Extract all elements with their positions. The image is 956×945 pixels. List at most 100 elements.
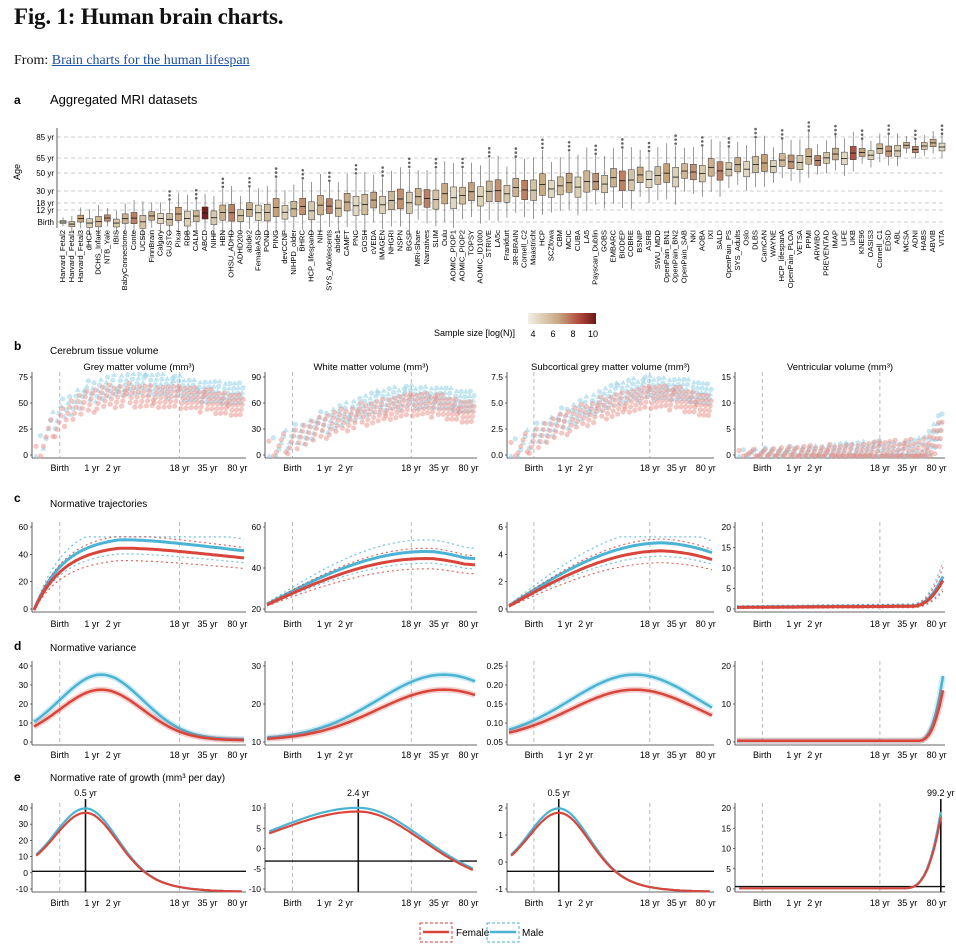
female-data-point — [630, 393, 636, 399]
female-data-point — [601, 402, 607, 408]
female-data-point — [239, 401, 245, 408]
female-data-point — [642, 404, 648, 410]
female-data-point — [684, 394, 691, 400]
female-data-point — [285, 451, 291, 457]
female-trajectory — [33, 560, 245, 611]
y-tick-label: 85 yr — [36, 133, 54, 142]
y-tick-label: 40 — [19, 549, 29, 559]
male-growth-rate — [510, 807, 710, 893]
female-data-point — [703, 402, 709, 408]
female-data-point — [809, 453, 815, 459]
dataset-label: UCSD — [138, 229, 147, 251]
male-data-point — [666, 376, 673, 382]
female-data-point — [682, 409, 688, 415]
female-data-point — [78, 411, 84, 417]
female-data-point — [886, 444, 892, 450]
y-tick-label: 1 — [498, 830, 503, 840]
x-tick-label: 80 yr — [459, 619, 479, 629]
female-data-point — [368, 400, 375, 407]
male-data-point — [642, 374, 648, 380]
male-data-point — [708, 386, 714, 392]
female-data-point — [190, 395, 196, 401]
male-data-point — [227, 380, 233, 387]
outlier-point — [461, 161, 464, 165]
male-trajectory — [508, 536, 713, 606]
outlier-point — [621, 142, 624, 145]
dataset-label: OpenPain_BN1 — [662, 230, 671, 283]
x-tick-label: 35 yr — [667, 750, 687, 760]
female-data-point — [581, 415, 587, 421]
male-data-point — [97, 376, 104, 382]
female-data-point — [935, 420, 942, 426]
x-tick-label: 18 yr — [870, 898, 890, 908]
dataset-label: MCIC — [564, 229, 573, 249]
outlier-point — [221, 181, 225, 185]
male-data-point — [368, 390, 375, 396]
female-data-point — [162, 399, 168, 405]
dataset-label: VETSA — [795, 229, 804, 255]
female-data-point — [564, 432, 570, 438]
dataset-label: SLIM — [431, 230, 440, 248]
source-link[interactable]: Brain charts for the human lifespan — [51, 53, 250, 68]
female-data-point — [794, 444, 800, 450]
dataset-label: NIHP — [209, 230, 218, 248]
dataset-label: abide2 — [244, 230, 253, 253]
female-data-point — [423, 395, 429, 402]
female-data-point — [232, 392, 238, 398]
female-data-point — [319, 427, 325, 434]
x-tick-label: 1 yr — [786, 619, 801, 629]
female-data-point — [676, 389, 682, 395]
female-data-point — [133, 399, 139, 405]
male-data-point — [129, 376, 136, 382]
female-data-point — [694, 402, 700, 408]
outlier-point — [727, 141, 731, 144]
subplot-e-1: Birth 1 yr 2 yr 18 yr 35 yr 80 yr -10 0 10 20 30 40… — [16, 788, 248, 908]
female-data-point — [420, 411, 426, 417]
female-data-point — [707, 403, 713, 409]
female-data-point — [88, 396, 94, 402]
female-data-point — [628, 398, 635, 405]
female-data-point — [585, 423, 591, 429]
female-data-point — [600, 408, 606, 414]
subplot-c-4: Birth 1 yr 2 yr 18 yr 35 yr 80 yr 0 5 10 15 20 — [722, 522, 947, 629]
dataset-label: Frankfurt — [502, 229, 511, 260]
male-data-point — [391, 389, 397, 395]
y-tick-label: 0 — [23, 604, 28, 614]
male-data-point — [466, 393, 473, 399]
male-data-point — [428, 390, 434, 397]
subplot-title: Grey matter volume (mm³) — [83, 362, 194, 373]
dataset-label: HABS — [919, 230, 928, 251]
male-data-point — [235, 384, 242, 390]
female-data-point — [837, 443, 844, 449]
female-data-point — [595, 405, 601, 411]
female-data-point — [704, 393, 711, 399]
x-tick-label: 2 yr — [106, 619, 121, 629]
dataset-label: ABCD — [200, 229, 209, 251]
female-data-point — [470, 408, 476, 414]
female-data-point — [123, 390, 130, 396]
male-data-point — [608, 382, 614, 389]
female-data-point — [852, 453, 858, 459]
male-data-point — [231, 385, 237, 391]
male-data-point — [619, 385, 625, 391]
figure-title: Fig. 1: Human brain charts. — [14, 4, 284, 29]
male-data-point — [930, 421, 937, 427]
x-tick-label: 2 yr — [578, 750, 593, 760]
outlier-point — [647, 141, 651, 145]
female-data-point — [528, 444, 534, 450]
female-data-point — [755, 453, 761, 459]
subplot-b-4: Birth 1 yr 2 yr 18 yr 35 yr 80 yr 0 5 10 15 Ventri… — [722, 362, 947, 473]
male-data-point — [196, 384, 202, 390]
x-tick-label: 80 yr — [696, 619, 716, 629]
dataset-label: abide1 — [333, 230, 342, 253]
female-data-point — [548, 421, 554, 428]
female-data-point — [610, 408, 616, 414]
female-data-point — [212, 391, 218, 397]
outlier-point — [594, 144, 598, 148]
y-tick-label: 10 — [722, 563, 732, 573]
female-data-point — [296, 440, 302, 446]
female-data-point — [142, 383, 148, 389]
x-tick-label: 2 yr — [106, 898, 121, 908]
female-data-point — [316, 414, 322, 420]
female-data-point — [613, 392, 620, 398]
